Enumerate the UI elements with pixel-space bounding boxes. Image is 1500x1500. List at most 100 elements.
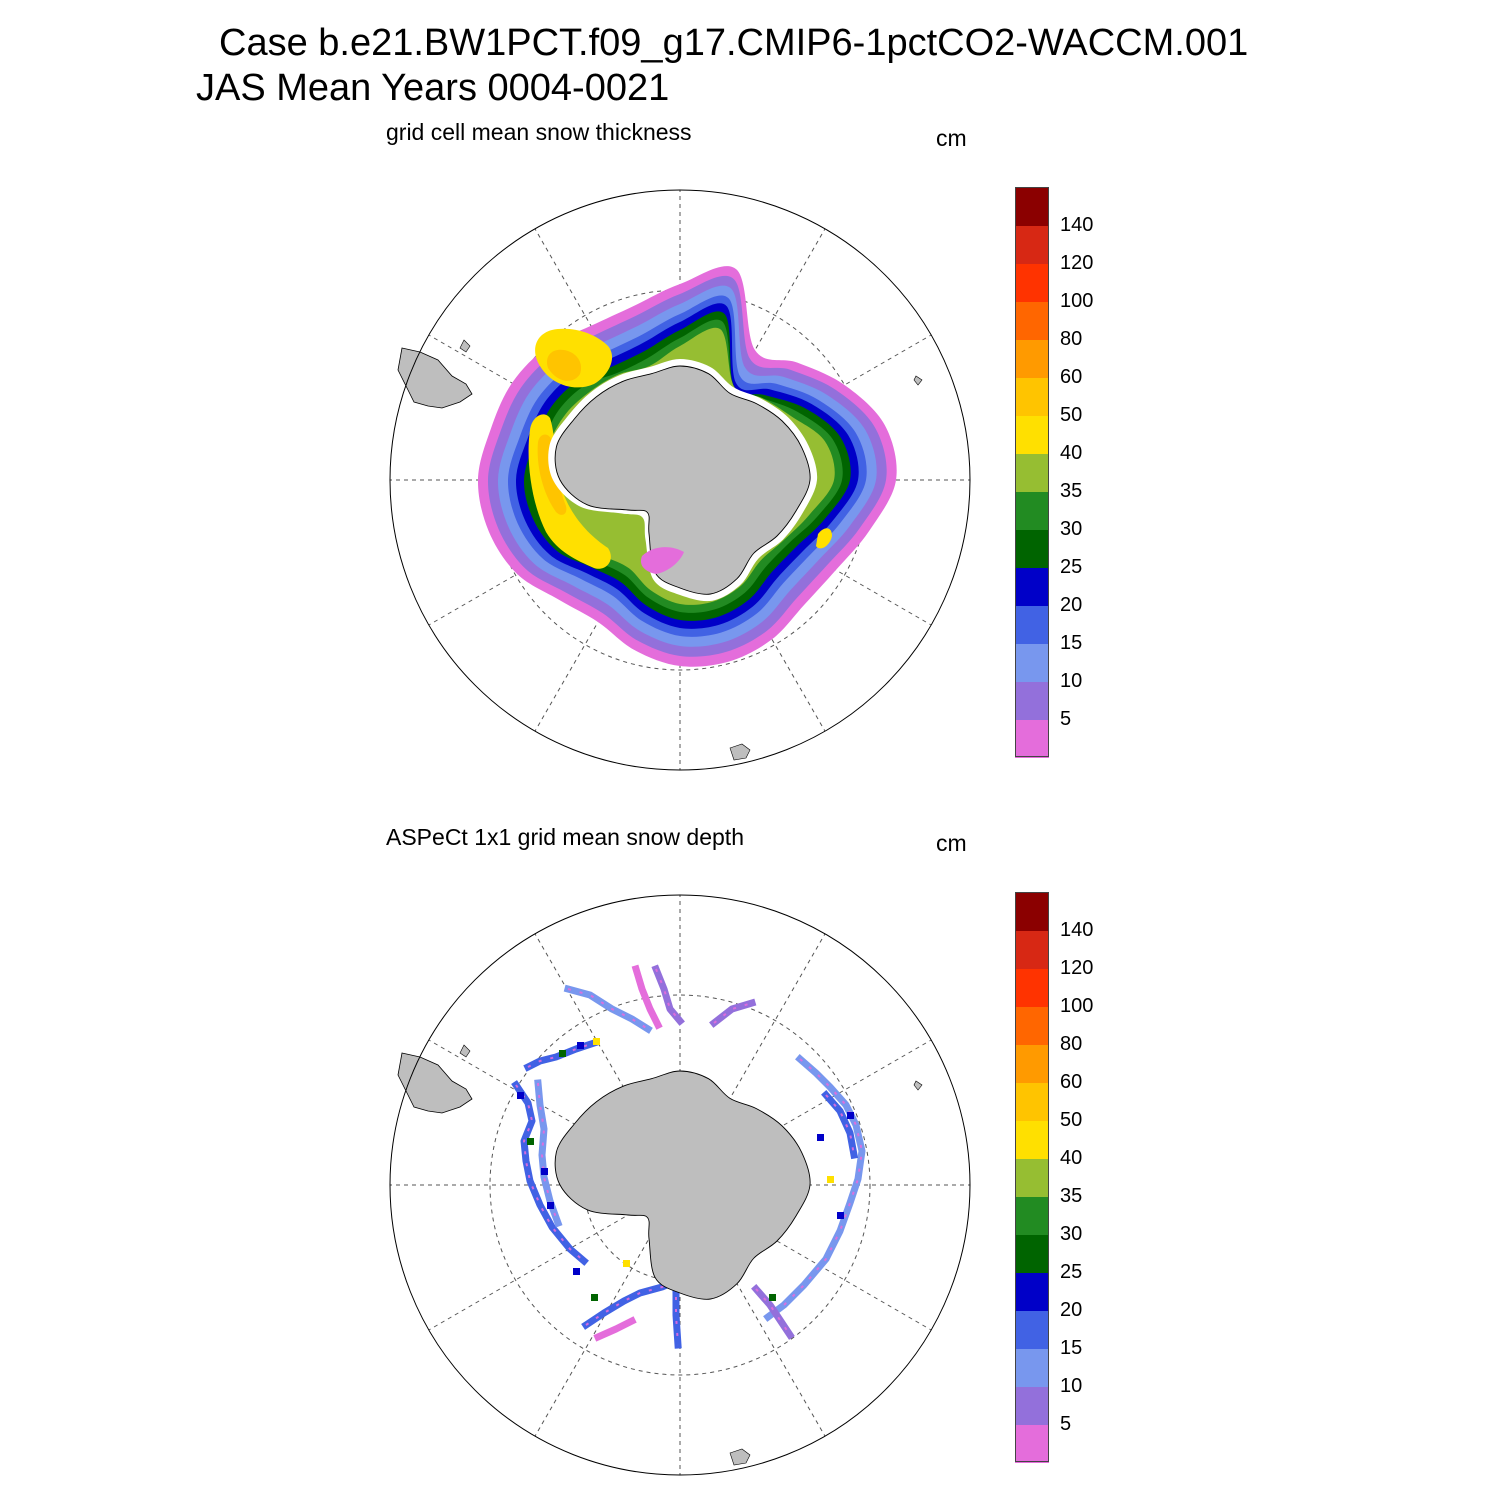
colorbar-tick-label: 10 — [1060, 670, 1083, 692]
colorbar-tick-label: 100 — [1060, 290, 1094, 312]
colorbar-tick-label: 80 — [1060, 1033, 1083, 1055]
colorbar-box — [1015, 1272, 1049, 1311]
colorbar-tick-label: 100 — [1060, 995, 1094, 1017]
colorbar-tick-label: 10 — [1060, 1375, 1083, 1397]
colorbar-tick-label: 140 — [1060, 214, 1094, 236]
colorbar-box — [1015, 1234, 1049, 1273]
colorbar-box — [1015, 301, 1049, 340]
colorbar-box — [1015, 339, 1049, 378]
colorbar-tick-label: 50 — [1060, 404, 1083, 426]
antarctica-landmass — [554, 365, 811, 595]
colorbar-tick-label: 40 — [1060, 1147, 1083, 1169]
ship-track — [631, 964, 663, 1030]
ship-track — [672, 1281, 682, 1349]
colorbar-box — [1015, 1044, 1049, 1083]
colorbar-box — [1015, 1006, 1049, 1045]
colorbar-tick-label: 120 — [1060, 957, 1094, 979]
colorbar-box — [1015, 930, 1049, 969]
colorbar-tick-label: 25 — [1060, 1261, 1083, 1283]
ship-track — [821, 1090, 859, 1160]
ross-sea-inlet-snow — [640, 547, 684, 574]
colorbar-box — [1015, 681, 1049, 720]
colorbar-box — [1015, 225, 1049, 264]
new-zealand-tip — [729, 1448, 751, 1466]
colorbar-tick-label: 30 — [1060, 1223, 1083, 1245]
colorbar-box — [1015, 719, 1049, 758]
colorbar-box — [1015, 1348, 1049, 1387]
panel1-polar-map — [389, 189, 971, 771]
ship-track-sample — [541, 1168, 548, 1175]
ship-track-sample — [837, 1212, 844, 1219]
colorbar-box — [1015, 453, 1049, 492]
colorbar-tick-label: 30 — [1060, 518, 1083, 540]
ship-track-pink-samples — [675, 1285, 679, 1346]
colorbar-box — [1015, 1196, 1049, 1235]
kerguelen-island — [913, 1080, 923, 1091]
ship-track-sample — [847, 1112, 854, 1119]
colorbar-box — [1015, 415, 1049, 454]
falkland-islands — [459, 339, 471, 353]
east-antarctic-patch — [816, 528, 832, 549]
colorbar-tick-label: 60 — [1060, 366, 1083, 388]
colorbar-box — [1015, 1082, 1049, 1121]
colorbar-box — [1015, 187, 1049, 226]
colorbar-tick-label: 60 — [1060, 1071, 1083, 1093]
ship-track-pink-samples — [713, 1002, 753, 1024]
colorbar-box — [1015, 529, 1049, 568]
ship-track-sample — [527, 1138, 534, 1145]
colorbar-box — [1015, 892, 1049, 931]
ship-track-sample — [577, 1042, 584, 1049]
colorbar-box — [1015, 1310, 1049, 1349]
south-america-landmass — [397, 347, 473, 409]
colorbar-tick-label: 35 — [1060, 480, 1083, 502]
colorbar-box — [1015, 263, 1049, 302]
colorbar-tick-label: 35 — [1060, 1185, 1083, 1207]
colorbar-box — [1015, 968, 1049, 1007]
latitude-circle — [489, 994, 871, 1376]
ship-track-sample — [593, 1038, 600, 1045]
ship-track-sample — [623, 1260, 630, 1267]
colorbar-tick-label: 20 — [1060, 1299, 1083, 1321]
panel2-units: cm — [936, 830, 967, 856]
figure-title-case: Case b.e21.BW1PCT.f09_g17.CMIP6-1pctCO2-… — [219, 22, 1249, 64]
panel2-colorbar — [1015, 892, 1049, 1463]
ship-track — [563, 984, 653, 1034]
colorbar-tick-label: 120 — [1060, 252, 1094, 274]
ship-track-sample — [559, 1050, 566, 1057]
ship-track-sample — [547, 1202, 554, 1209]
kerguelen-island — [913, 375, 923, 386]
colorbar-box — [1015, 605, 1049, 644]
colorbar-tick-label: 25 — [1060, 556, 1083, 578]
ship-track-sample — [827, 1176, 834, 1183]
panel2-title: ASPeCt 1x1 grid mean snow depth — [386, 824, 744, 850]
aspect-ship-tracks — [511, 964, 866, 1349]
south-america-landmass — [397, 1052, 473, 1114]
colorbar-box — [1015, 1386, 1049, 1425]
colorbar-box — [1015, 491, 1049, 530]
colorbar-tick-label: 140 — [1060, 919, 1094, 941]
panel1-colorbar — [1015, 187, 1049, 758]
ship-track — [763, 1054, 866, 1322]
falkland-islands — [459, 1044, 471, 1058]
colorbar-tick-label: 5 — [1060, 708, 1072, 730]
ship-track — [593, 1316, 637, 1342]
ship-track-pink-samples — [567, 988, 649, 1030]
colorbar-frame — [1015, 892, 1049, 1462]
panel1-title: grid cell mean snow thickness — [386, 119, 692, 145]
colorbar-box — [1015, 1424, 1049, 1463]
weddell-peak-snow — [546, 349, 582, 381]
new-zealand-tip — [729, 743, 751, 761]
figure-title-period: JAS Mean Years 0004-0021 — [196, 67, 670, 109]
ship-track-sample — [591, 1294, 598, 1301]
ship-track-pink-samples — [537, 1082, 559, 1224]
ship-track — [709, 998, 757, 1028]
colorbar-frame — [1015, 187, 1049, 757]
ship-track-sample — [517, 1092, 524, 1099]
ship-track — [511, 1080, 589, 1266]
colorbar-tick-label: 80 — [1060, 328, 1083, 350]
colorbar-tick-label: 20 — [1060, 594, 1083, 616]
ship-track-sample — [769, 1294, 776, 1301]
colorbar-box — [1015, 567, 1049, 606]
map-boundary — [389, 189, 971, 771]
colorbar-box — [1015, 643, 1049, 682]
